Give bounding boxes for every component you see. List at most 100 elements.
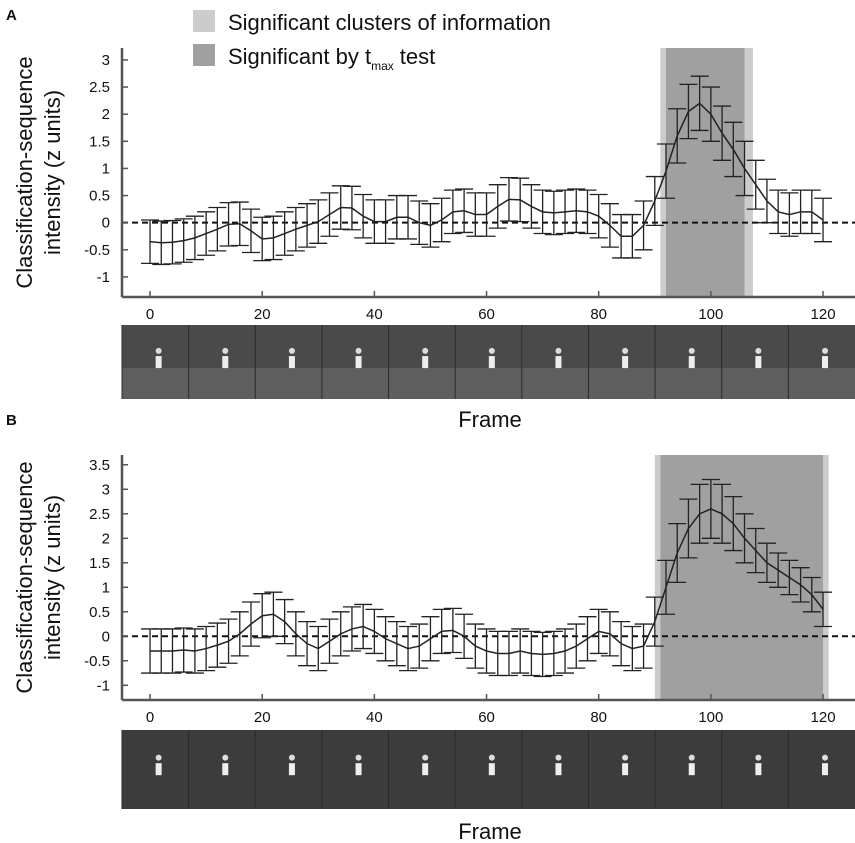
y-axis-label: Classification-sequence — [12, 461, 37, 693]
player-body — [222, 763, 229, 776]
y-tick-label: 2.5 — [89, 506, 110, 523]
x-tick-label: 80 — [590, 306, 607, 323]
player-head — [155, 754, 162, 761]
legend-text: Significant by t — [228, 44, 371, 69]
legend-text: Significant clusters of information — [228, 10, 551, 35]
significance-region — [666, 48, 745, 297]
y-tick-label: 1 — [102, 160, 110, 177]
y-tick-label: 0 — [102, 628, 110, 645]
y-tick-label: -0.5 — [84, 242, 110, 259]
player-head — [622, 754, 629, 761]
y-tick-label: -0.5 — [84, 653, 110, 670]
legend-subscript: max — [371, 59, 394, 73]
player-body — [755, 763, 762, 776]
legend-label: Significant clusters of information — [228, 10, 551, 35]
player-body — [688, 763, 695, 776]
x-tick-label: 100 — [698, 306, 723, 323]
frame-strip — [122, 730, 855, 809]
player-body — [155, 763, 162, 776]
player-head — [622, 347, 629, 354]
y-tick-label: 0.5 — [89, 604, 110, 621]
x-axis-label: Frame — [458, 819, 522, 843]
player-head — [488, 347, 495, 354]
error-bar — [141, 219, 160, 265]
player-head — [755, 754, 762, 761]
player-head — [288, 347, 295, 354]
x-tick-label: 80 — [590, 709, 607, 726]
player-body — [222, 356, 229, 369]
player-head — [355, 754, 362, 761]
y-tick-label: 0 — [102, 215, 110, 232]
player-head — [488, 754, 495, 761]
legend-text: test — [400, 44, 435, 69]
y-tick-label: 2 — [102, 530, 110, 547]
player-head — [155, 347, 162, 354]
player-body — [822, 356, 829, 369]
x-axis-label: Frame — [458, 407, 522, 432]
player-body — [755, 356, 762, 369]
player-head — [688, 754, 695, 761]
player-head — [222, 754, 229, 761]
player-head — [822, 754, 829, 761]
x-tick-label: 100 — [698, 709, 723, 726]
y-tick-label: 1.5 — [89, 133, 110, 150]
frame-strip — [122, 325, 855, 399]
x-tick-label: 20 — [254, 709, 271, 726]
player-body — [288, 763, 295, 776]
y-tick-label: 3 — [102, 52, 110, 69]
mean-line — [150, 508, 824, 656]
player-body — [488, 356, 495, 369]
x-tick-label: 120 — [811, 709, 836, 726]
y-tick-label: -1 — [97, 269, 110, 286]
error-bar — [814, 591, 833, 628]
y-tick-label: 2 — [102, 106, 110, 123]
y-tick-label: 2.5 — [89, 79, 110, 96]
x-tick-label: 0 — [146, 306, 154, 323]
legend-swatch — [193, 44, 215, 66]
player-body — [622, 356, 629, 369]
error-bar — [814, 197, 833, 243]
y-axis-label: intensity (z units) — [40, 90, 65, 255]
player-body — [555, 356, 562, 369]
x-tick-label: 120 — [811, 306, 836, 323]
player-body — [422, 356, 429, 369]
player-head — [822, 347, 829, 354]
y-tick-label: -1 — [97, 677, 110, 694]
panel-label: A — [6, 7, 17, 24]
player-head — [555, 754, 562, 761]
player-body — [622, 763, 629, 776]
y-axis-label: Classification-sequence — [12, 56, 37, 288]
legend-swatch — [193, 10, 215, 32]
player-body — [355, 763, 362, 776]
player-head — [555, 347, 562, 354]
player-body — [355, 356, 362, 369]
player-body — [488, 763, 495, 776]
y-tick-label: 0.5 — [89, 188, 110, 205]
x-tick-label: 60 — [478, 709, 495, 726]
x-tick-label: 20 — [254, 306, 271, 323]
player-body — [422, 763, 429, 776]
x-tick-label: 40 — [366, 306, 383, 323]
player-body — [155, 356, 162, 369]
y-tick-label: 3 — [102, 481, 110, 498]
mean-line — [149, 102, 824, 244]
y-tick-label: 1 — [102, 579, 110, 596]
player-head — [422, 347, 429, 354]
y-axis-label: intensity (z units) — [40, 495, 65, 660]
x-tick-label: 40 — [366, 709, 383, 726]
player-body — [688, 356, 695, 369]
player-body — [288, 356, 295, 369]
player-head — [288, 754, 295, 761]
player-head — [355, 347, 362, 354]
significance-region — [660, 455, 824, 700]
y-tick-label: 1.5 — [89, 555, 110, 572]
panel-label: B — [6, 412, 17, 429]
player-body — [822, 763, 829, 776]
player-body — [555, 763, 562, 776]
x-tick-label: 60 — [478, 306, 495, 323]
player-head — [222, 347, 229, 354]
player-head — [755, 347, 762, 354]
player-head — [688, 347, 695, 354]
y-tick-label: 3.5 — [89, 457, 110, 474]
